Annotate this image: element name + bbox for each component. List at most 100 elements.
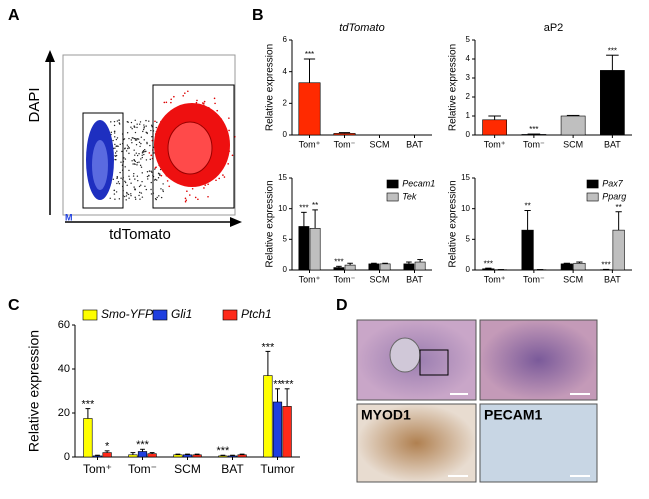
flow-dot [154, 168, 156, 170]
bar [173, 454, 183, 458]
flow-dot [116, 177, 119, 179]
bar [379, 263, 391, 271]
flow-dot [133, 137, 136, 140]
flow-dot [140, 166, 143, 168]
significance: *** [608, 46, 617, 55]
x-tick-label: Tom⁺ [484, 139, 506, 149]
gate [152, 84, 235, 209]
flow-dot [143, 148, 146, 151]
bar [128, 454, 138, 458]
x-tick-label: Tom⁻ [523, 274, 545, 284]
flow-dot [218, 177, 221, 180]
significance: *** [136, 439, 150, 451]
flow-dot [170, 98, 172, 101]
flow-dot [116, 145, 118, 147]
image [479, 319, 598, 401]
y-tick-label: 3 [466, 73, 471, 82]
y-tick-label: 0 [466, 265, 471, 274]
x-tick-label: BAT [604, 274, 621, 284]
flow-dot [184, 200, 187, 203]
flow-dot [139, 123, 141, 125]
bar [333, 267, 345, 271]
flow-dot [143, 127, 145, 129]
flow-dot [125, 195, 128, 197]
flow-dot [149, 144, 151, 147]
flow-dot [110, 131, 113, 134]
flow-dot [124, 147, 126, 149]
flow-dot [128, 137, 130, 140]
x-tick-label: BAT [604, 139, 621, 149]
flow-dot [203, 187, 205, 189]
legend-swatch [386, 192, 399, 202]
flow-dot [151, 171, 153, 173]
flow-dot [141, 154, 143, 156]
flow-dot [138, 194, 140, 197]
significance: ** [524, 202, 530, 211]
flow-dot [113, 189, 115, 192]
y-tick-label: 2 [466, 92, 471, 101]
flow-dot [202, 102, 205, 105]
flow-dot [160, 174, 163, 177]
y-tick-label: 20 [58, 407, 70, 419]
flow-blob [92, 140, 108, 190]
x-tick-label: Tom⁺ [83, 462, 112, 476]
bar [368, 263, 380, 271]
bar [298, 82, 321, 136]
flow-dot [131, 142, 133, 144]
flow-dot [148, 152, 151, 154]
flow-dot [145, 125, 147, 127]
flow-dot [138, 141, 141, 144]
legend-label: Ptch1 [241, 307, 272, 321]
bar [344, 264, 356, 271]
flow-dot [150, 124, 153, 127]
bar [521, 229, 534, 271]
flow-dot [156, 196, 158, 199]
significance: ** [273, 379, 282, 391]
flow-dot [112, 178, 115, 181]
y-tick-label: 4 [283, 67, 288, 76]
flow-dot [146, 175, 149, 178]
flow-dot [114, 136, 116, 138]
x-tick-label: Tom⁻ [523, 139, 545, 149]
flow-dot [135, 139, 138, 141]
flow-dot [113, 132, 116, 134]
image-label: MYOD1 [361, 407, 411, 423]
flow-dot [120, 177, 122, 179]
bar [92, 455, 103, 458]
flow-dot [134, 154, 136, 156]
y-axis-label: Relative expression [26, 330, 42, 452]
flow-dot [120, 161, 122, 163]
flow-dot [116, 137, 119, 139]
flow-dot [148, 120, 150, 122]
flow-dot [126, 184, 128, 187]
flow-dot [153, 179, 156, 181]
bar [272, 401, 283, 458]
flow-dot [155, 126, 157, 129]
flow-dot [126, 191, 128, 194]
significance: *** [484, 259, 493, 268]
flow-dot [148, 174, 150, 177]
flow-dot [138, 185, 141, 188]
flow-dot [128, 147, 131, 149]
flow-dot [145, 159, 148, 161]
flow-dot [216, 109, 219, 112]
flow-dot [131, 128, 133, 130]
flow-dot [134, 119, 136, 121]
significance: *** [281, 379, 295, 391]
flow-dot [118, 198, 121, 200]
flow-dot [140, 158, 142, 160]
flow-dot [134, 188, 137, 190]
flow-dot [148, 170, 151, 172]
flow-dot [130, 182, 132, 184]
legend-swatch [586, 192, 599, 202]
flow-dot [215, 179, 217, 182]
flow-dot [203, 100, 206, 103]
flow-dot [116, 150, 118, 152]
flow-dot [136, 164, 138, 166]
flow-dot [117, 181, 120, 183]
flow-dot [123, 195, 126, 198]
flow-dot [157, 177, 160, 179]
legend-swatch [222, 309, 238, 321]
bar [137, 451, 148, 458]
